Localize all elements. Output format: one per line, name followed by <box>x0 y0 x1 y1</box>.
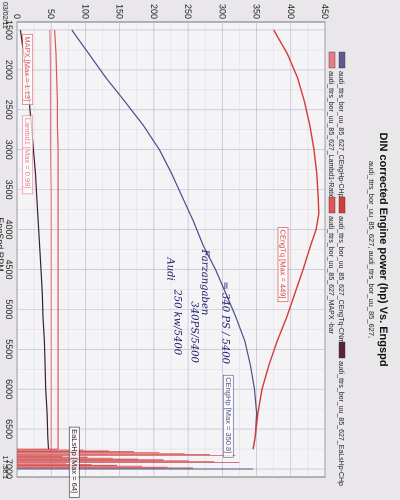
series-line-cenghp <box>71 29 258 450</box>
max-label: EaLsHp [Max = 64] <box>70 429 79 493</box>
max-label: CEngTq [Max = 449] <box>279 230 288 299</box>
x-tick-label: 6000 <box>4 379 14 399</box>
series-line-cengtq <box>252 29 320 450</box>
legend-swatch <box>328 51 336 69</box>
handwritten-note: 250 kw/5400 <box>171 288 182 355</box>
series-line-mapx <box>54 29 59 450</box>
y-tick-label: 300 <box>217 4 227 19</box>
x-tick-label: 4500 <box>4 259 14 279</box>
y-tick-label: 350 <box>252 4 262 19</box>
y-tick-label: 150 <box>115 4 125 19</box>
time-label: 17:38:1 <box>1 456 8 479</box>
y-tick-label: 50 <box>46 9 56 19</box>
legend-swatch <box>328 196 336 214</box>
handwritten-note: Audi <box>165 256 176 280</box>
y-tick-label: 0 <box>12 14 22 19</box>
x-tick-label: 1500 <box>4 20 14 40</box>
legend-label: audi_ttrs_bor_uu_85_627_Lambd1-Ratio <box>327 71 334 199</box>
grid <box>16 21 326 478</box>
y-tick-label: 250 <box>183 4 193 19</box>
y-tick-label: 100 <box>80 4 90 19</box>
y-tick-label: 200 <box>149 4 159 19</box>
header: DIN corrected Engine power (hp) Vs. Engs… <box>367 132 389 366</box>
chart-subtitle: audi_ttrs_bor_uu_85_627, audi_ttrs_bor_u… <box>367 161 376 338</box>
max-label: MAPX [Max = 1.13] <box>23 36 32 101</box>
legend-label: audi_ttrs_bor_uu_85_627_MAPX -bar <box>327 216 334 335</box>
handwritten-note: 340PS/5400 <box>189 301 200 363</box>
axes: 1500200025003000350040004500500055006000… <box>0 2 330 479</box>
max-label-box <box>22 115 34 195</box>
legend-label: audi_ttrs_bor_uu_85_627_CEngTq-CNm <box>337 216 344 344</box>
handwritten-note: Farzangaben <box>199 249 210 316</box>
legend-label: audi_ttrs_bor_uu_85_627_EaLsHp-CHp <box>337 361 344 486</box>
max-label-box <box>68 426 80 498</box>
x-tick-label: 2000 <box>4 60 14 80</box>
max-label-box <box>277 227 289 303</box>
legend: audi_ttrs_bor_uu_85_627_CEngHp-CHpaudi_t… <box>327 51 346 486</box>
legend-label: audi_ttrs_bor_uu_85_627_CEngHp-CHp <box>337 71 344 198</box>
y-tick-label: 450 <box>320 4 330 19</box>
max-label: CEngHp [Max = 350.8] <box>224 377 233 453</box>
chart-title: DIN corrected Engine power (hp) Vs. Engs… <box>377 132 389 366</box>
labels-layer: CEngTq [Max = 449] CEngHp [Max = 350.8] Ea… <box>22 34 289 498</box>
x-tick-label: 7000 <box>4 459 14 479</box>
x-tick-label: 4000 <box>4 220 14 240</box>
x-tick-label: 6500 <box>4 419 14 439</box>
legend-swatch <box>338 51 346 69</box>
max-label-box <box>22 34 34 105</box>
x-tick-label: 2500 <box>4 100 14 120</box>
handwritten-note: = 340 PS / 5400 <box>219 281 230 364</box>
x-tick-label: 5500 <box>4 339 14 359</box>
date-label: 03/02/11 <box>1 2 8 29</box>
legend-swatch <box>338 196 346 214</box>
legend-swatch <box>338 341 346 359</box>
max-label-box <box>222 374 234 458</box>
y-tick-label: 400 <box>286 4 296 19</box>
max-label: Lambd1 [Max = 0.99] <box>23 118 32 189</box>
x-tick-label: 5000 <box>4 299 14 319</box>
series-line-lambd1 <box>49 29 52 450</box>
x-tick-label: 3000 <box>4 140 14 160</box>
rotated-chart-group: 1500200025003000350040004500500055006000… <box>0 2 389 498</box>
x-axis-label: EngSpd RPM <box>0 217 5 272</box>
x-tick-label: 3500 <box>4 180 14 200</box>
